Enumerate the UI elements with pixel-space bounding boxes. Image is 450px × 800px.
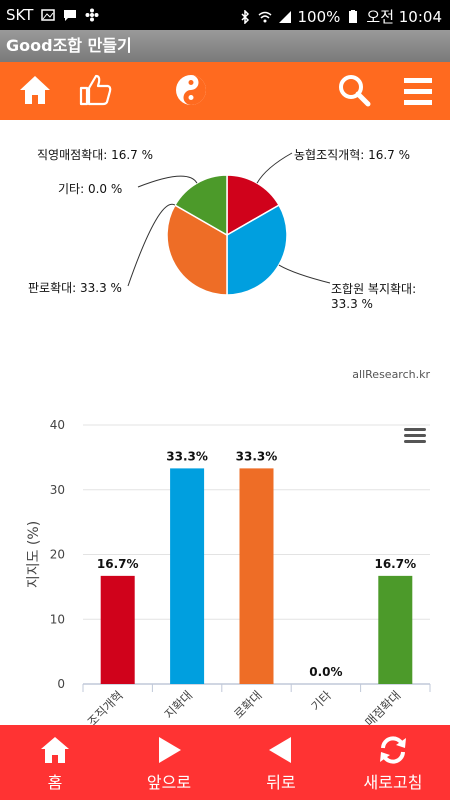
image-icon (41, 9, 56, 21)
yin-yang-icon[interactable] (173, 72, 209, 108)
pie-leader-line-1 (278, 264, 331, 284)
pie-label-welfare-value: 33.3 % (331, 297, 373, 311)
pie-leader-line-0 (256, 152, 293, 184)
menu-icon[interactable] (400, 74, 436, 110)
home-icon[interactable] (17, 72, 53, 108)
pie-slice-1[interactable] (226, 204, 288, 296)
pie-chart-svg (127, 152, 331, 296)
refresh-icon (380, 736, 406, 764)
pie-slice-2[interactable] (166, 204, 228, 296)
bar-chart: 0 10 20 30 40 지지도 (%) 16.7% 조직개혁 33.3% 지확대 33.3% 로확… (0, 400, 450, 729)
x-tick-label: 기타 (308, 688, 334, 714)
message-icon (64, 10, 77, 21)
wifi-icon (258, 11, 271, 22)
back-button[interactable]: 뒤로 (231, 725, 331, 800)
bar-data-label: 33.3% (236, 449, 278, 463)
credit-label: allResearch.kr (352, 368, 430, 381)
refresh-label: 새로고침 (363, 773, 423, 792)
chart-menu-icon[interactable] (404, 428, 426, 446)
forward-button[interactable]: 앞으로 (119, 725, 219, 800)
home-button[interactable]: 홈 (5, 725, 105, 800)
y-tick-label: 20 (50, 548, 65, 562)
pie-chart: 농협조직개혁: 16.7 % 조합원 복지확대: 33.3 % 판로확대: 33… (0, 120, 450, 390)
y-tick-label: 10 (50, 612, 65, 626)
x-tick-label: 지확대 (162, 688, 195, 721)
x-tick-label: 조직개혁 (85, 688, 126, 725)
bottom-nav: 홈 앞으로 뒤로 새로고침 (0, 725, 450, 800)
forward-icon (159, 737, 181, 763)
battery-icon (349, 9, 358, 23)
pie-label-store: 직영매점확대: 16.7 % (37, 148, 154, 162)
x-tick-label: 매점확대 (362, 688, 403, 725)
home-nav-icon (41, 737, 69, 763)
y-tick-label: 40 (50, 418, 65, 432)
carrier-label: SKT (6, 6, 34, 24)
bar-data-label: 0.0% (309, 665, 342, 679)
clock: 오전 10:04 (366, 8, 442, 26)
bar-chart-svg: 0 10 20 30 40 지지도 (%) 16.7% 조직개혁 33.3% 지확대 33.3% 로확… (26, 418, 431, 729)
x-tick-label: 로확대 (231, 688, 264, 721)
pie-label-welfare: 조합원 복지확대: (331, 282, 417, 296)
bluetooth-icon (240, 9, 249, 24)
pie-slice-0[interactable] (226, 174, 281, 237)
refresh-button[interactable]: 새로고침 (343, 725, 443, 800)
bar-2[interactable] (239, 468, 274, 684)
battery-level: 100% (297, 7, 341, 26)
thumbs-up-icon[interactable] (78, 72, 114, 108)
pie-leader-line-4 (137, 175, 198, 188)
bar-0[interactable] (100, 575, 135, 684)
back-icon (269, 737, 291, 763)
pie-label-sales: 판로확대: 33.3 % (28, 281, 122, 295)
pie-label-other: 기타: 0.0 % (58, 182, 123, 196)
forward-label: 앞으로 (146, 773, 192, 792)
y-tick-label: 0 (57, 677, 65, 691)
bar-data-label: 33.3% (166, 449, 208, 463)
pie-label-reform: 농협조직개혁: 16.7 % (294, 148, 411, 162)
y-tick-label: 30 (50, 483, 65, 497)
bar-data-label: 16.7% (97, 557, 139, 571)
y-axis-label: 지지도 (%) (26, 521, 42, 588)
bar-4[interactable] (378, 575, 413, 684)
search-icon[interactable] (336, 72, 372, 108)
signal-icon (278, 10, 291, 23)
back-label: 뒤로 (266, 773, 296, 792)
home-label: 홈 (47, 773, 63, 792)
pie-leader-line-3 (127, 203, 176, 287)
toolbar (0, 62, 450, 120)
fan-icon (85, 8, 99, 22)
bar-1[interactable] (170, 468, 205, 684)
app-title: Good조합 만들기 (0, 30, 450, 62)
pie-slice-4[interactable] (173, 174, 228, 237)
bar-data-label: 16.7% (374, 557, 416, 571)
status-bar: SKT 100% 오전 10:04 (0, 0, 450, 30)
